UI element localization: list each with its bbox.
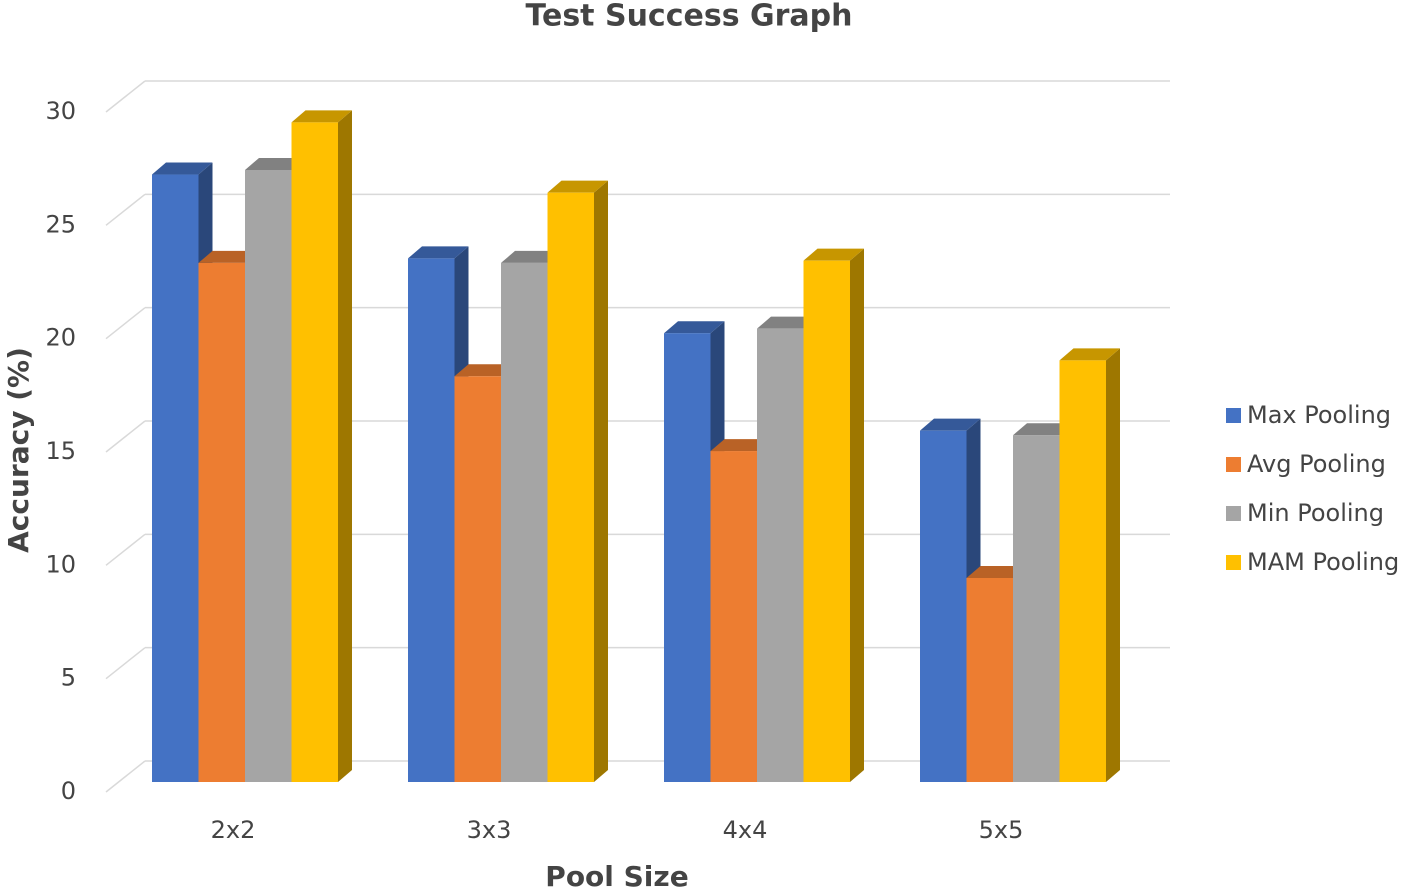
y-tick-label: 0 <box>61 777 76 805</box>
y-tick-label: 10 <box>45 550 76 578</box>
grid-line-slant <box>105 420 146 453</box>
bar <box>501 262 548 782</box>
bar-top <box>966 566 1027 578</box>
bar <box>757 328 804 782</box>
chart-title: Test Success Graph <box>526 0 853 34</box>
bar-side <box>1106 348 1120 782</box>
bar <box>291 122 338 782</box>
bar-top <box>1059 348 1120 361</box>
bar <box>245 170 292 782</box>
legend-swatch <box>1226 457 1241 472</box>
bar-top <box>454 364 515 377</box>
bar <box>198 262 245 782</box>
y-tick-label: 20 <box>45 324 76 352</box>
bar-top <box>1013 423 1074 436</box>
legend-swatch <box>1226 506 1241 521</box>
bar-top <box>501 250 562 263</box>
bar-top <box>245 158 306 170</box>
y-tick-label: 15 <box>45 437 76 465</box>
bar <box>1013 435 1060 782</box>
legend-label: Avg Pooling <box>1247 450 1386 478</box>
grid-line-slant <box>105 193 146 226</box>
bar-top <box>198 250 259 263</box>
bar-top <box>803 248 864 261</box>
legend-label: MAM Pooling <box>1247 548 1399 576</box>
y-tick-label: 25 <box>45 210 76 238</box>
grid-line-slant <box>105 647 146 680</box>
legend-label: Min Pooling <box>1247 499 1384 527</box>
x-tick-label: 5x5 <box>979 816 1024 844</box>
legend-swatch <box>1226 408 1241 423</box>
grid-line-slant <box>105 307 146 340</box>
x-tick-label: 4x4 <box>723 816 768 844</box>
legend-swatch <box>1226 555 1241 570</box>
bar-top <box>920 418 981 431</box>
bar <box>664 333 711 782</box>
bar-top <box>757 316 818 329</box>
bar-top <box>152 162 213 175</box>
bar <box>966 578 1013 782</box>
legend-label: Max Pooling <box>1247 401 1391 429</box>
x-axis-title: Pool Size <box>545 860 688 893</box>
bar-top <box>291 110 352 123</box>
y-tick-label: 30 <box>45 97 76 125</box>
bar <box>547 192 594 782</box>
bar <box>710 451 757 782</box>
bar <box>408 258 455 782</box>
bar <box>454 376 501 782</box>
x-tick-label: 3x3 <box>467 816 512 844</box>
bar-top <box>408 246 469 259</box>
bar <box>920 430 967 782</box>
bar <box>1059 360 1106 782</box>
bar-side <box>594 180 608 782</box>
bar-side <box>850 248 864 782</box>
grid-line-slant <box>105 760 146 793</box>
bar <box>152 174 199 783</box>
grid-line-slant <box>105 533 146 566</box>
bar-top <box>547 180 608 193</box>
bar-side <box>338 110 352 782</box>
y-axis-title: Accuracy (%) <box>2 347 35 553</box>
grid-line-slant <box>105 80 146 113</box>
bar-top <box>710 439 771 452</box>
bar <box>803 260 850 783</box>
y-tick-label: 5 <box>61 664 76 692</box>
bar-top <box>664 321 725 334</box>
x-tick-label: 2x2 <box>211 816 256 844</box>
